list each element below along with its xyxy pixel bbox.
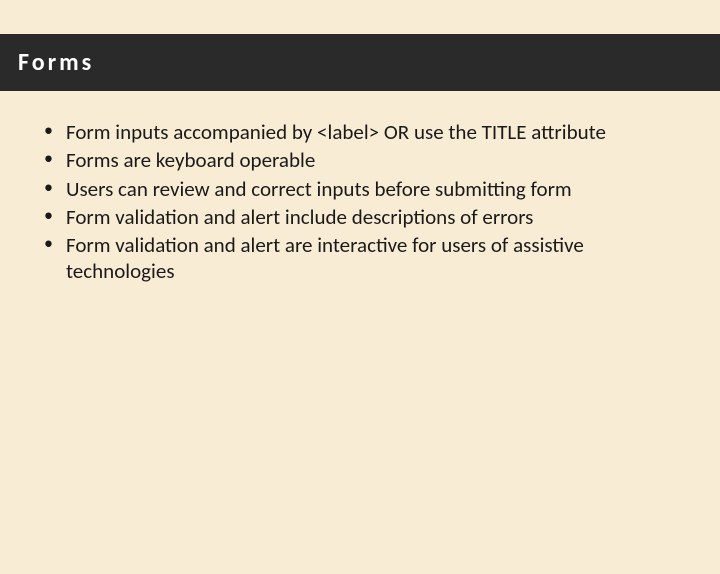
list-item: Forms are keyboard operable <box>40 147 680 173</box>
list-item: Form inputs accompanied by <label> OR us… <box>40 119 680 145</box>
list-item: Form validation and alert include descri… <box>40 204 680 230</box>
slide-title: Forms <box>18 48 702 77</box>
slide-header: Forms <box>0 34 720 91</box>
slide-content: Form inputs accompanied by <label> OR us… <box>0 91 720 285</box>
list-item: Users can review and correct inputs befo… <box>40 176 680 202</box>
list-item: Form validation and alert are interactiv… <box>40 232 680 285</box>
bullet-list: Form inputs accompanied by <label> OR us… <box>40 119 680 285</box>
